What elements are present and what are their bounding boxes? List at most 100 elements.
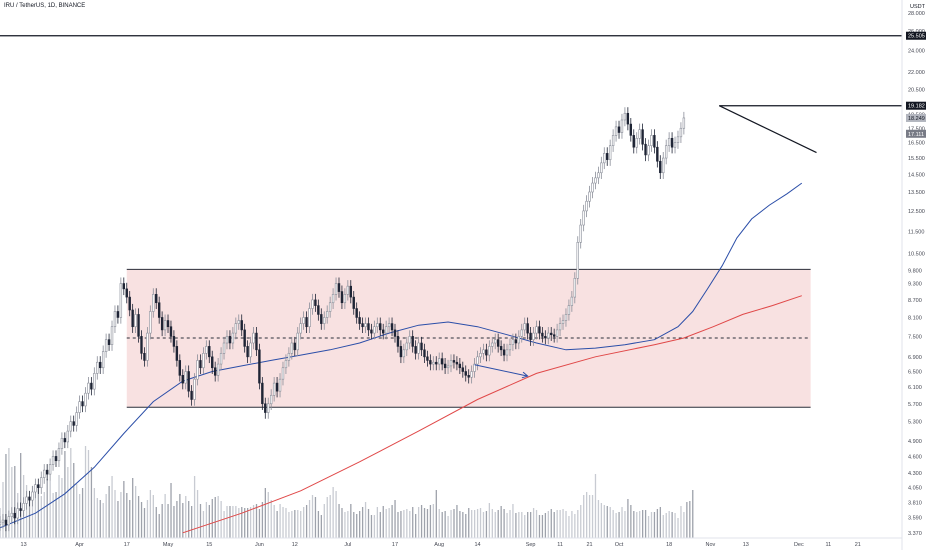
candle-body	[667, 137, 671, 147]
candle-body	[125, 288, 128, 298]
volume-bar	[671, 512, 673, 538]
volume-bar	[305, 505, 308, 538]
volume-bar	[329, 495, 331, 538]
volume-bar	[235, 506, 237, 538]
candle-body	[653, 135, 656, 148]
candle-body	[37, 484, 40, 489]
volume-bar	[453, 509, 455, 538]
candle-body	[408, 336, 411, 344]
candle-body	[635, 137, 638, 148]
volume-bar	[111, 476, 113, 538]
volume-bar	[376, 507, 379, 538]
volume-bar	[20, 453, 22, 538]
volume-bar	[93, 488, 96, 538]
candle-body	[608, 145, 612, 160]
volume-bar	[568, 516, 570, 538]
volume-bar	[52, 493, 54, 538]
candle-body	[90, 382, 93, 390]
volume-bar	[465, 514, 467, 538]
volume-bar	[67, 467, 69, 538]
volume-bar	[43, 492, 45, 538]
candle-body	[246, 346, 249, 358]
volume-bar	[415, 514, 417, 538]
volume-bar	[565, 511, 567, 538]
volume-bar	[214, 497, 216, 538]
volume-bar	[288, 512, 290, 538]
volume-bar	[279, 504, 281, 538]
price-tick-label: 7.500	[908, 334, 922, 340]
volume-bar	[320, 515, 323, 538]
volume-bar	[244, 508, 246, 538]
candle-body	[597, 172, 600, 179]
candle-body	[623, 112, 627, 121]
candle-body	[591, 182, 594, 193]
volume-bar	[34, 484, 37, 538]
price-tick-label: 16.500	[908, 141, 925, 147]
price-tick-label: 8.700	[908, 298, 922, 304]
volume-bar	[132, 478, 134, 538]
candle-body	[603, 153, 606, 164]
volume-bar	[479, 508, 482, 538]
candle-body	[402, 349, 406, 358]
candle-body	[305, 317, 308, 328]
price-axis-bg	[902, 0, 932, 550]
candle-body	[122, 283, 126, 290]
volume-bar	[308, 500, 311, 538]
volume-bar	[488, 503, 491, 538]
volume-bar	[612, 510, 614, 538]
volume-bar	[161, 504, 163, 538]
candle-body	[205, 346, 208, 354]
candle-body	[496, 339, 500, 347]
volume-bar	[179, 494, 181, 538]
volume-bar	[677, 518, 679, 538]
volume-bar	[176, 501, 178, 538]
candle-body	[573, 277, 577, 298]
volume-bar	[494, 512, 496, 538]
candle-body	[449, 360, 453, 367]
candle-body	[334, 283, 338, 295]
candle-body	[325, 311, 329, 318]
volume-bar	[55, 492, 57, 538]
volume-bar	[158, 514, 160, 538]
price-tick-label: 9.300	[908, 282, 922, 288]
candle-body	[107, 339, 111, 345]
volume-bar	[102, 503, 104, 538]
time-tick-label: 13	[743, 542, 749, 548]
volume-bar	[680, 506, 682, 538]
candle-body	[40, 477, 43, 489]
candle-body	[45, 469, 49, 475]
volume-bar	[618, 512, 620, 538]
price-tick-label: 4.300	[908, 471, 922, 477]
volume-bar	[149, 490, 152, 538]
candle-body	[594, 177, 597, 184]
volume-bar	[485, 511, 488, 538]
candle-body	[399, 346, 403, 358]
candle-body	[228, 336, 232, 344]
candle-body	[328, 302, 332, 312]
volume-bar	[653, 512, 656, 538]
volume-bar	[155, 507, 157, 538]
candle-body	[272, 382, 276, 396]
volume-bar	[432, 504, 435, 538]
candle-body	[673, 142, 677, 148]
volume-bar	[394, 500, 396, 538]
candle-body	[314, 299, 317, 306]
price-tick-label: 4.050	[908, 486, 922, 492]
volume-bar	[350, 504, 352, 538]
price-tick-label: 6.100	[908, 385, 922, 391]
price-badge	[906, 31, 926, 40]
candle-body	[308, 308, 311, 328]
candle-body	[440, 358, 444, 365]
candle-body	[213, 367, 217, 376]
volume-bar	[61, 478, 63, 538]
candle-body	[561, 320, 565, 324]
candle-body	[514, 339, 518, 344]
price-tick-label: 3.810	[908, 501, 922, 507]
volume-bar	[585, 492, 588, 538]
candle-body	[429, 360, 432, 365]
volume-bar	[347, 511, 349, 538]
volume-bar	[311, 495, 314, 538]
volume-bar	[662, 515, 664, 538]
candle-body	[476, 356, 479, 365]
